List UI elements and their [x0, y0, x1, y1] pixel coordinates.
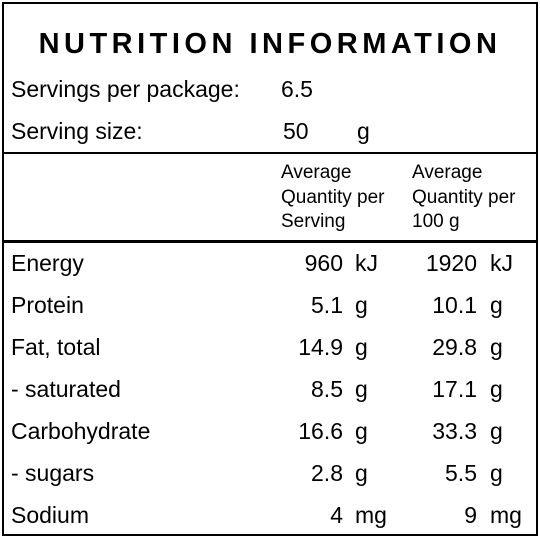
per100-unit: kJ	[490, 250, 513, 276]
nutrient: Sodium	[11, 502, 89, 528]
serving-value: 14.9	[298, 334, 343, 360]
column-header: 100 g	[412, 211, 460, 232]
nutrient: Carbohydrate	[11, 418, 151, 444]
nutrient: - saturated	[11, 376, 121, 402]
per100-value: 1920	[425, 250, 477, 276]
serving-unit: mg	[355, 502, 387, 528]
per100-value: 29.8	[432, 334, 477, 360]
serving-unit: g	[355, 418, 368, 444]
servings-value: 6.5	[281, 76, 313, 102]
serving-unit: g	[355, 376, 368, 402]
servings-label: Servings per package:	[11, 76, 240, 102]
column-header: Quantity per	[412, 186, 516, 208]
per100-value: 33.3	[432, 418, 477, 444]
per100-unit: g	[490, 418, 503, 444]
per100-unit: g	[490, 376, 503, 402]
divider	[4, 152, 536, 154]
divider	[4, 240, 536, 243]
per100-value: 5.5	[445, 460, 477, 486]
serving-value: 16.6	[298, 418, 343, 444]
per100-unit: g	[490, 460, 503, 486]
per100-value: 17.1	[432, 376, 477, 402]
per100-value: 9	[464, 502, 477, 528]
column-header: Serving	[281, 211, 346, 232]
serving-value: 8.5	[311, 376, 343, 402]
column-header: Quantity per	[281, 186, 385, 208]
serving-value: 4	[330, 502, 343, 528]
per100-unit: g	[490, 292, 503, 318]
serving-unit: g	[355, 292, 368, 318]
serving-size-unit: g	[357, 118, 370, 144]
serving-unit: kJ	[355, 250, 378, 276]
column-header: Average	[281, 162, 352, 183]
per100-value: 10.1	[432, 292, 477, 318]
serving-value: 960	[304, 250, 343, 276]
title: NUTRITION INFORMATION	[38, 28, 502, 60]
nutrient: Protein	[11, 292, 84, 318]
serving-size-value: 50	[283, 118, 309, 144]
nutrient: Energy	[11, 250, 84, 276]
serving-value: 5.1	[311, 292, 343, 318]
nutrient: Fat, total	[11, 334, 101, 360]
column-header: Average	[412, 162, 483, 183]
serving-value: 2.8	[311, 460, 343, 486]
serving-size-label: Serving size:	[11, 118, 143, 144]
nutrient: - sugars	[11, 460, 95, 486]
serving-unit: g	[355, 460, 368, 486]
per100-unit: mg	[490, 502, 522, 528]
per100-unit: g	[490, 334, 503, 360]
serving-unit: g	[355, 334, 368, 360]
